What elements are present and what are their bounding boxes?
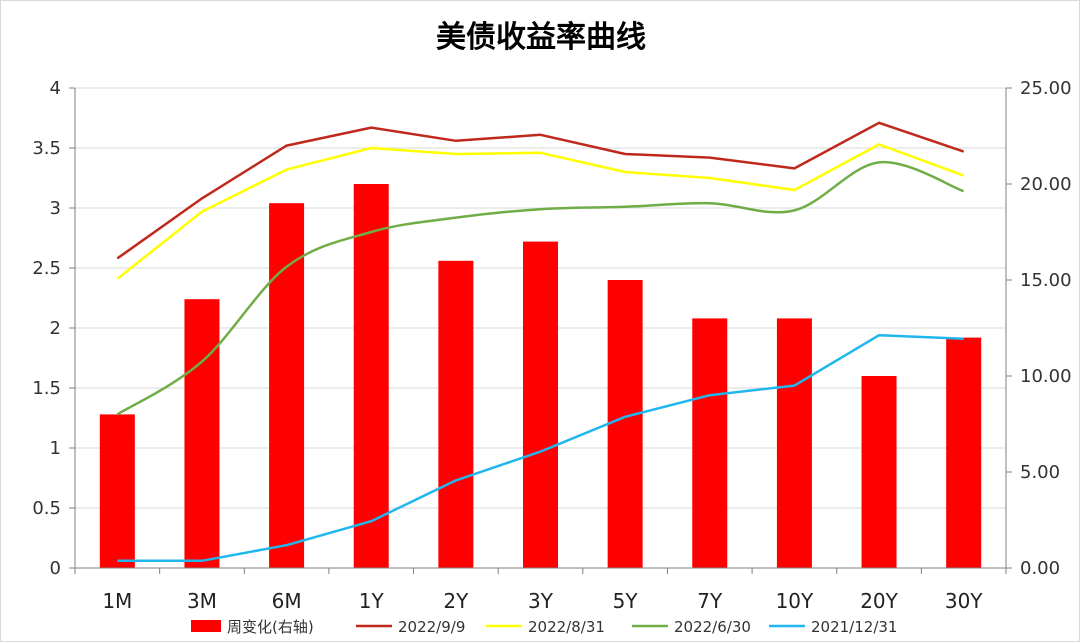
- x-axis-category-label: 30Y: [945, 589, 983, 613]
- right-axis-tick-label: 5.00: [1020, 462, 1060, 483]
- left-axis-tick-label: 3.5: [32, 138, 61, 159]
- legend-item: 2022/9/9: [356, 618, 465, 636]
- bar-10Y: [776, 318, 812, 568]
- legend: 周变化(右轴) 2022/9/9 2022/8/31 2022/6/30 2021/12…: [191, 618, 897, 636]
- left-axis-tick-label: 0.5: [32, 498, 61, 519]
- x-axis-category-label: 10Y: [776, 589, 814, 613]
- x-axis-category-label: 20Y: [860, 589, 898, 613]
- right-axis-tick-label: 0.00: [1020, 558, 1060, 579]
- legend-item: 周变化(右轴): [191, 618, 314, 636]
- left-axis-tick-label: 3: [50, 198, 61, 219]
- legend-label: 周变化(右轴): [227, 618, 314, 636]
- bar-series-weekly-change: [99, 184, 982, 568]
- right-axis-tick-label: 10.00: [1020, 366, 1072, 387]
- line-series-group: [116, 121, 965, 563]
- x-axis-category-label: 3M: [187, 589, 217, 613]
- legend-label: 2022/6/30: [674, 618, 751, 636]
- bar-1Y: [353, 184, 389, 568]
- bar-3Y: [523, 241, 558, 568]
- axes: 0 0.5 1 1.5 2 2.5 3 3.5 4 0.00 5.00 10.00 15.00 20.00…: [32, 78, 1071, 613]
- x-axis-category-label: 1M: [102, 589, 132, 613]
- x-axis-category-label: 1Y: [359, 589, 385, 613]
- legend-item: 2022/6/30: [632, 618, 751, 636]
- left-axis-tick-label: 4: [50, 78, 61, 99]
- legend-item: 2021/12/31: [769, 618, 897, 636]
- bar-30Y: [946, 337, 982, 568]
- bar-5Y: [607, 280, 643, 568]
- bar-6M: [269, 203, 305, 568]
- x-axis-category-label: 2Y: [443, 589, 469, 613]
- line-series-2022/9/9: [116, 121, 965, 260]
- x-axis-category-label: 6M: [272, 589, 302, 613]
- right-axis-tick-label: 15.00: [1020, 270, 1072, 291]
- x-axis-category-label: 3Y: [528, 589, 554, 613]
- line-series-2022/8/31: [116, 143, 965, 280]
- left-axis-tick-label: 0: [50, 558, 61, 579]
- legend-label: 2022/8/31: [528, 618, 605, 636]
- left-axis-tick-label: 1: [50, 438, 61, 459]
- legend-label: 2021/12/31: [811, 618, 897, 636]
- left-axis-tick-label: 1.5: [32, 378, 61, 399]
- line-series-2021/12/31: [117, 333, 964, 563]
- right-axis-tick-label: 25.00: [1020, 78, 1072, 99]
- line-series-2022/6/30: [116, 161, 965, 416]
- bar-2Y: [438, 260, 474, 568]
- legend-swatch-bar: [191, 620, 221, 632]
- left-axis-tick-label: 2: [50, 318, 61, 339]
- left-axis-tick-label: 2.5: [32, 258, 61, 279]
- bar-20Y: [861, 376, 897, 568]
- chart-title: 美债收益率曲线: [436, 20, 646, 55]
- legend-item: 2022/8/31: [486, 618, 605, 636]
- legend-label: 2022/9/9: [398, 618, 465, 636]
- x-axis-category-label: 7Y: [697, 589, 723, 613]
- right-axis-tick-label: 20.00: [1020, 174, 1072, 195]
- bar-7Y: [692, 318, 728, 568]
- bar-3M: [184, 299, 220, 568]
- bar-1M: [99, 414, 135, 568]
- x-axis-category-label: 5Y: [613, 589, 639, 613]
